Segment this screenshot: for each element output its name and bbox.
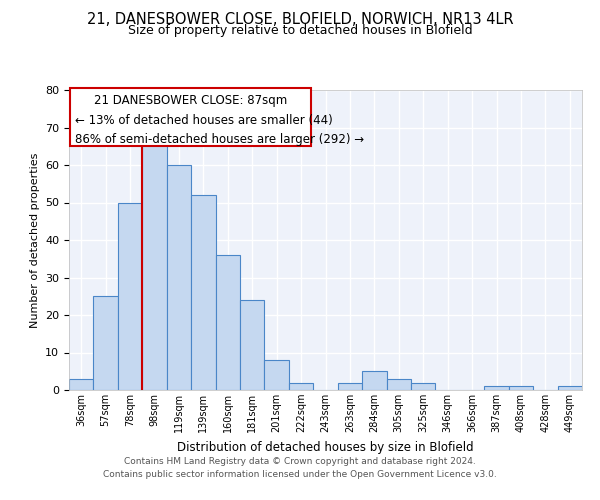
Text: ← 13% of detached houses are smaller (44): ← 13% of detached houses are smaller (44…	[75, 114, 333, 128]
Text: Contains public sector information licensed under the Open Government Licence v3: Contains public sector information licen…	[103, 470, 497, 479]
Text: Contains HM Land Registry data © Crown copyright and database right 2024.: Contains HM Land Registry data © Crown c…	[124, 458, 476, 466]
Text: 21, DANESBOWER CLOSE, BLOFIELD, NORWICH, NR13 4LR: 21, DANESBOWER CLOSE, BLOFIELD, NORWICH,…	[86, 12, 514, 28]
Bar	[215, 255, 240, 390]
Bar	[118, 202, 142, 390]
Text: Size of property relative to detached houses in Blofield: Size of property relative to detached ho…	[128, 24, 472, 37]
Y-axis label: Number of detached properties: Number of detached properties	[29, 152, 40, 328]
Bar	[338, 382, 362, 390]
Bar	[167, 165, 191, 390]
Bar	[289, 382, 313, 390]
Bar	[265, 360, 289, 390]
Bar	[240, 300, 265, 390]
Bar	[94, 296, 118, 390]
Bar	[557, 386, 582, 390]
Bar	[484, 386, 509, 390]
Bar	[191, 195, 215, 390]
Bar	[69, 379, 94, 390]
Bar	[386, 379, 411, 390]
FancyBboxPatch shape	[70, 88, 311, 146]
Text: 86% of semi-detached houses are larger (292) →: 86% of semi-detached houses are larger (…	[75, 133, 364, 146]
Bar	[362, 371, 386, 390]
Text: 21 DANESBOWER CLOSE: 87sqm: 21 DANESBOWER CLOSE: 87sqm	[94, 94, 287, 107]
Bar	[142, 142, 167, 390]
Bar	[509, 386, 533, 390]
X-axis label: Distribution of detached houses by size in Blofield: Distribution of detached houses by size …	[177, 440, 474, 454]
Bar	[411, 382, 436, 390]
